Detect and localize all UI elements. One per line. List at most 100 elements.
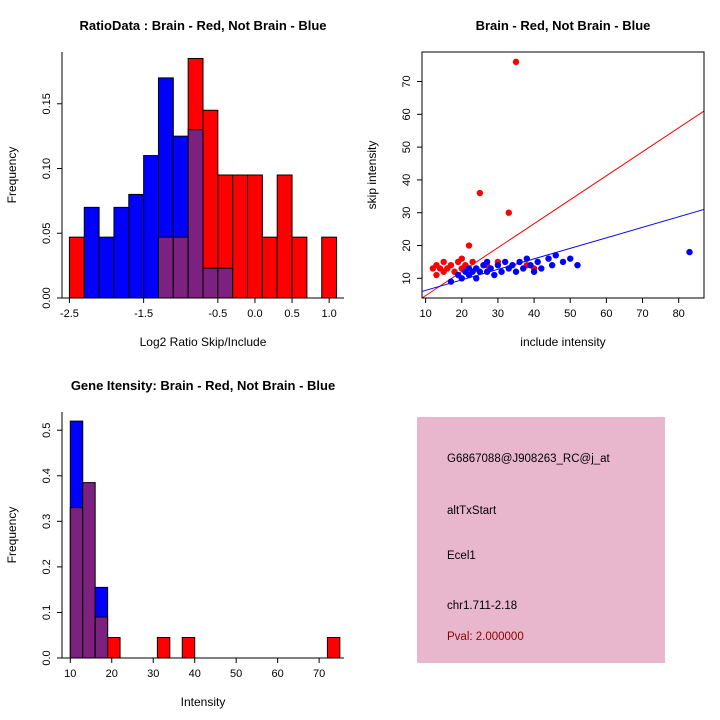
not-brain-point (476, 268, 484, 275)
x-tick-label: 20 (456, 308, 468, 320)
x-tick-label: 10 (64, 668, 76, 680)
y-axis-title: Frequency (5, 147, 19, 204)
hist-bar-overlap (187, 129, 204, 299)
x-axis-title: include intensity (520, 335, 605, 349)
y-tick-label: 40 (401, 174, 413, 186)
not-brain-point (574, 262, 581, 269)
hist-bar (68, 236, 85, 299)
y-tick-label: 0.5 (41, 423, 53, 438)
chart-title: Gene Itensity: Brain - Red, Not Brain - … (71, 378, 335, 393)
hist-bar-overlap (94, 616, 109, 659)
hist-bar-overlap (69, 507, 84, 659)
hist-bar (181, 637, 196, 659)
y-axis-title: skip intensity (365, 141, 379, 210)
chart-title: RatioData : Brain - Red, Not Brain - Blu… (79, 18, 326, 33)
brain-point (458, 255, 465, 262)
x-tick-label: 0.5 (284, 308, 299, 320)
y-tick-label: 50 (401, 141, 413, 153)
y-tick-label: 0.4 (41, 468, 53, 483)
brain-point (433, 271, 440, 279)
x-tick-label: -2.5 (60, 308, 79, 320)
x-tick-label: -0.5 (208, 308, 227, 320)
y-tick-label: 0.05 (41, 223, 53, 244)
intensity-scatter-panel: 10 20 30 40 50 60 70 80 10 20 30 40 50 60 70 include in… (360, 0, 720, 360)
not-brain-point (447, 278, 455, 285)
pval-text: Pval: 2.000000 (447, 631, 524, 643)
hist-bar (291, 236, 308, 299)
not-brain-point (530, 268, 538, 275)
x-axis-title: Intensity (181, 695, 226, 709)
x-tick-label: 10 (419, 308, 431, 320)
info-panel-container: G6867088@J908263_RC@j_at altTxStart Ecel… (360, 360, 720, 720)
hist-bar (276, 174, 293, 299)
not-brain-point (527, 262, 534, 269)
y-tick-label: 0.00 (41, 287, 53, 308)
not-brain-point (520, 265, 527, 272)
gene-intensity-histogram-panel: 10 20 30 40 50 60 70 0.0 0.1 0.2 0.3 0.4 0.5 Intensit… (0, 360, 360, 720)
event-type-text: altTxStart (447, 505, 497, 517)
not-brain-point (512, 268, 520, 275)
y-tick-label: 60 (401, 108, 413, 120)
not-brain-point (516, 258, 523, 266)
not-brain-point (545, 255, 552, 262)
brain-point (469, 258, 476, 266)
ratio-histogram-panel: -2.5 -1.5 -0.5 0.0 0.5 1.0 0.00 0.05 0.10 0.15 Log… (0, 0, 360, 360)
not-brain-point (501, 258, 509, 266)
hist-bar (113, 206, 130, 299)
y-tick-label: 0.10 (41, 158, 53, 179)
x-tick-label: 30 (492, 308, 504, 320)
x-tick-label: 60 (600, 308, 612, 320)
x-tick-label: 70 (313, 668, 325, 680)
y-axis-title: Frequency (5, 507, 19, 564)
probe-id-text: G6867088@J908263_RC@j_at (447, 453, 610, 465)
y-tick-label: 0.1 (41, 605, 53, 620)
hist-bar-overlap (217, 267, 234, 299)
x-tick-label: 0.0 (247, 308, 262, 320)
not-brain-point (494, 262, 502, 269)
x-tick-label: 80 (673, 308, 685, 320)
info-panel: G6867088@J908263_RC@j_at altTxStart Ecel… (417, 417, 665, 663)
ratio-histogram-chart: -2.5 -1.5 -0.5 0.0 0.5 1.0 0.00 0.05 0.10 0.15 Log… (5, 18, 344, 349)
not-brain-point (458, 275, 465, 282)
hist-bar-overlap (202, 267, 219, 299)
y-tick-label: 0.3 (41, 514, 53, 529)
brain-point (476, 189, 484, 197)
hist-bar (128, 193, 145, 299)
hist-bar (107, 637, 121, 659)
not-brain-point (487, 265, 494, 272)
hist-bar (326, 637, 341, 659)
x-tick-label: 40 (528, 308, 540, 320)
hist-bar (98, 236, 115, 299)
x-tick-label: 1.0 (322, 308, 337, 320)
hist-bar (82, 482, 96, 659)
not-brain-point (483, 258, 491, 266)
hist-bar-overlap (172, 236, 189, 299)
hist-bar (247, 174, 263, 299)
gene-intensity-histogram-chart: 10 20 30 40 50 60 70 0.0 0.1 0.2 0.3 0.4 0.5 Intensit… (5, 378, 344, 709)
hist-bar (143, 155, 159, 299)
not-brain-point (509, 262, 516, 269)
gene-symbol-text: Ecel1 (447, 550, 476, 562)
not-brain-point (552, 252, 559, 259)
x-tick-label: 40 (189, 668, 201, 680)
not-brain-point (686, 248, 693, 256)
x-tick-label: 50 (564, 308, 576, 320)
hist-bar (321, 236, 338, 299)
not-brain-point (473, 275, 480, 282)
not-brain-point (538, 265, 545, 272)
x-tick-label: -1.5 (134, 308, 153, 320)
x-tick-label: 20 (106, 668, 118, 680)
plot-box (421, 51, 705, 299)
brain-point (512, 58, 520, 66)
not-brain-point (498, 268, 505, 275)
hist-bar (156, 637, 171, 659)
brain-point (465, 242, 473, 249)
hist-bar (83, 206, 100, 299)
brain-point (440, 258, 447, 266)
hist-bar-overlap (157, 236, 174, 299)
x-axis-title: Log2 Ratio Skip/Include (140, 335, 267, 349)
y-tick-label: 30 (401, 207, 413, 219)
x-tick-label: 60 (272, 668, 284, 680)
brain-point (447, 262, 455, 269)
